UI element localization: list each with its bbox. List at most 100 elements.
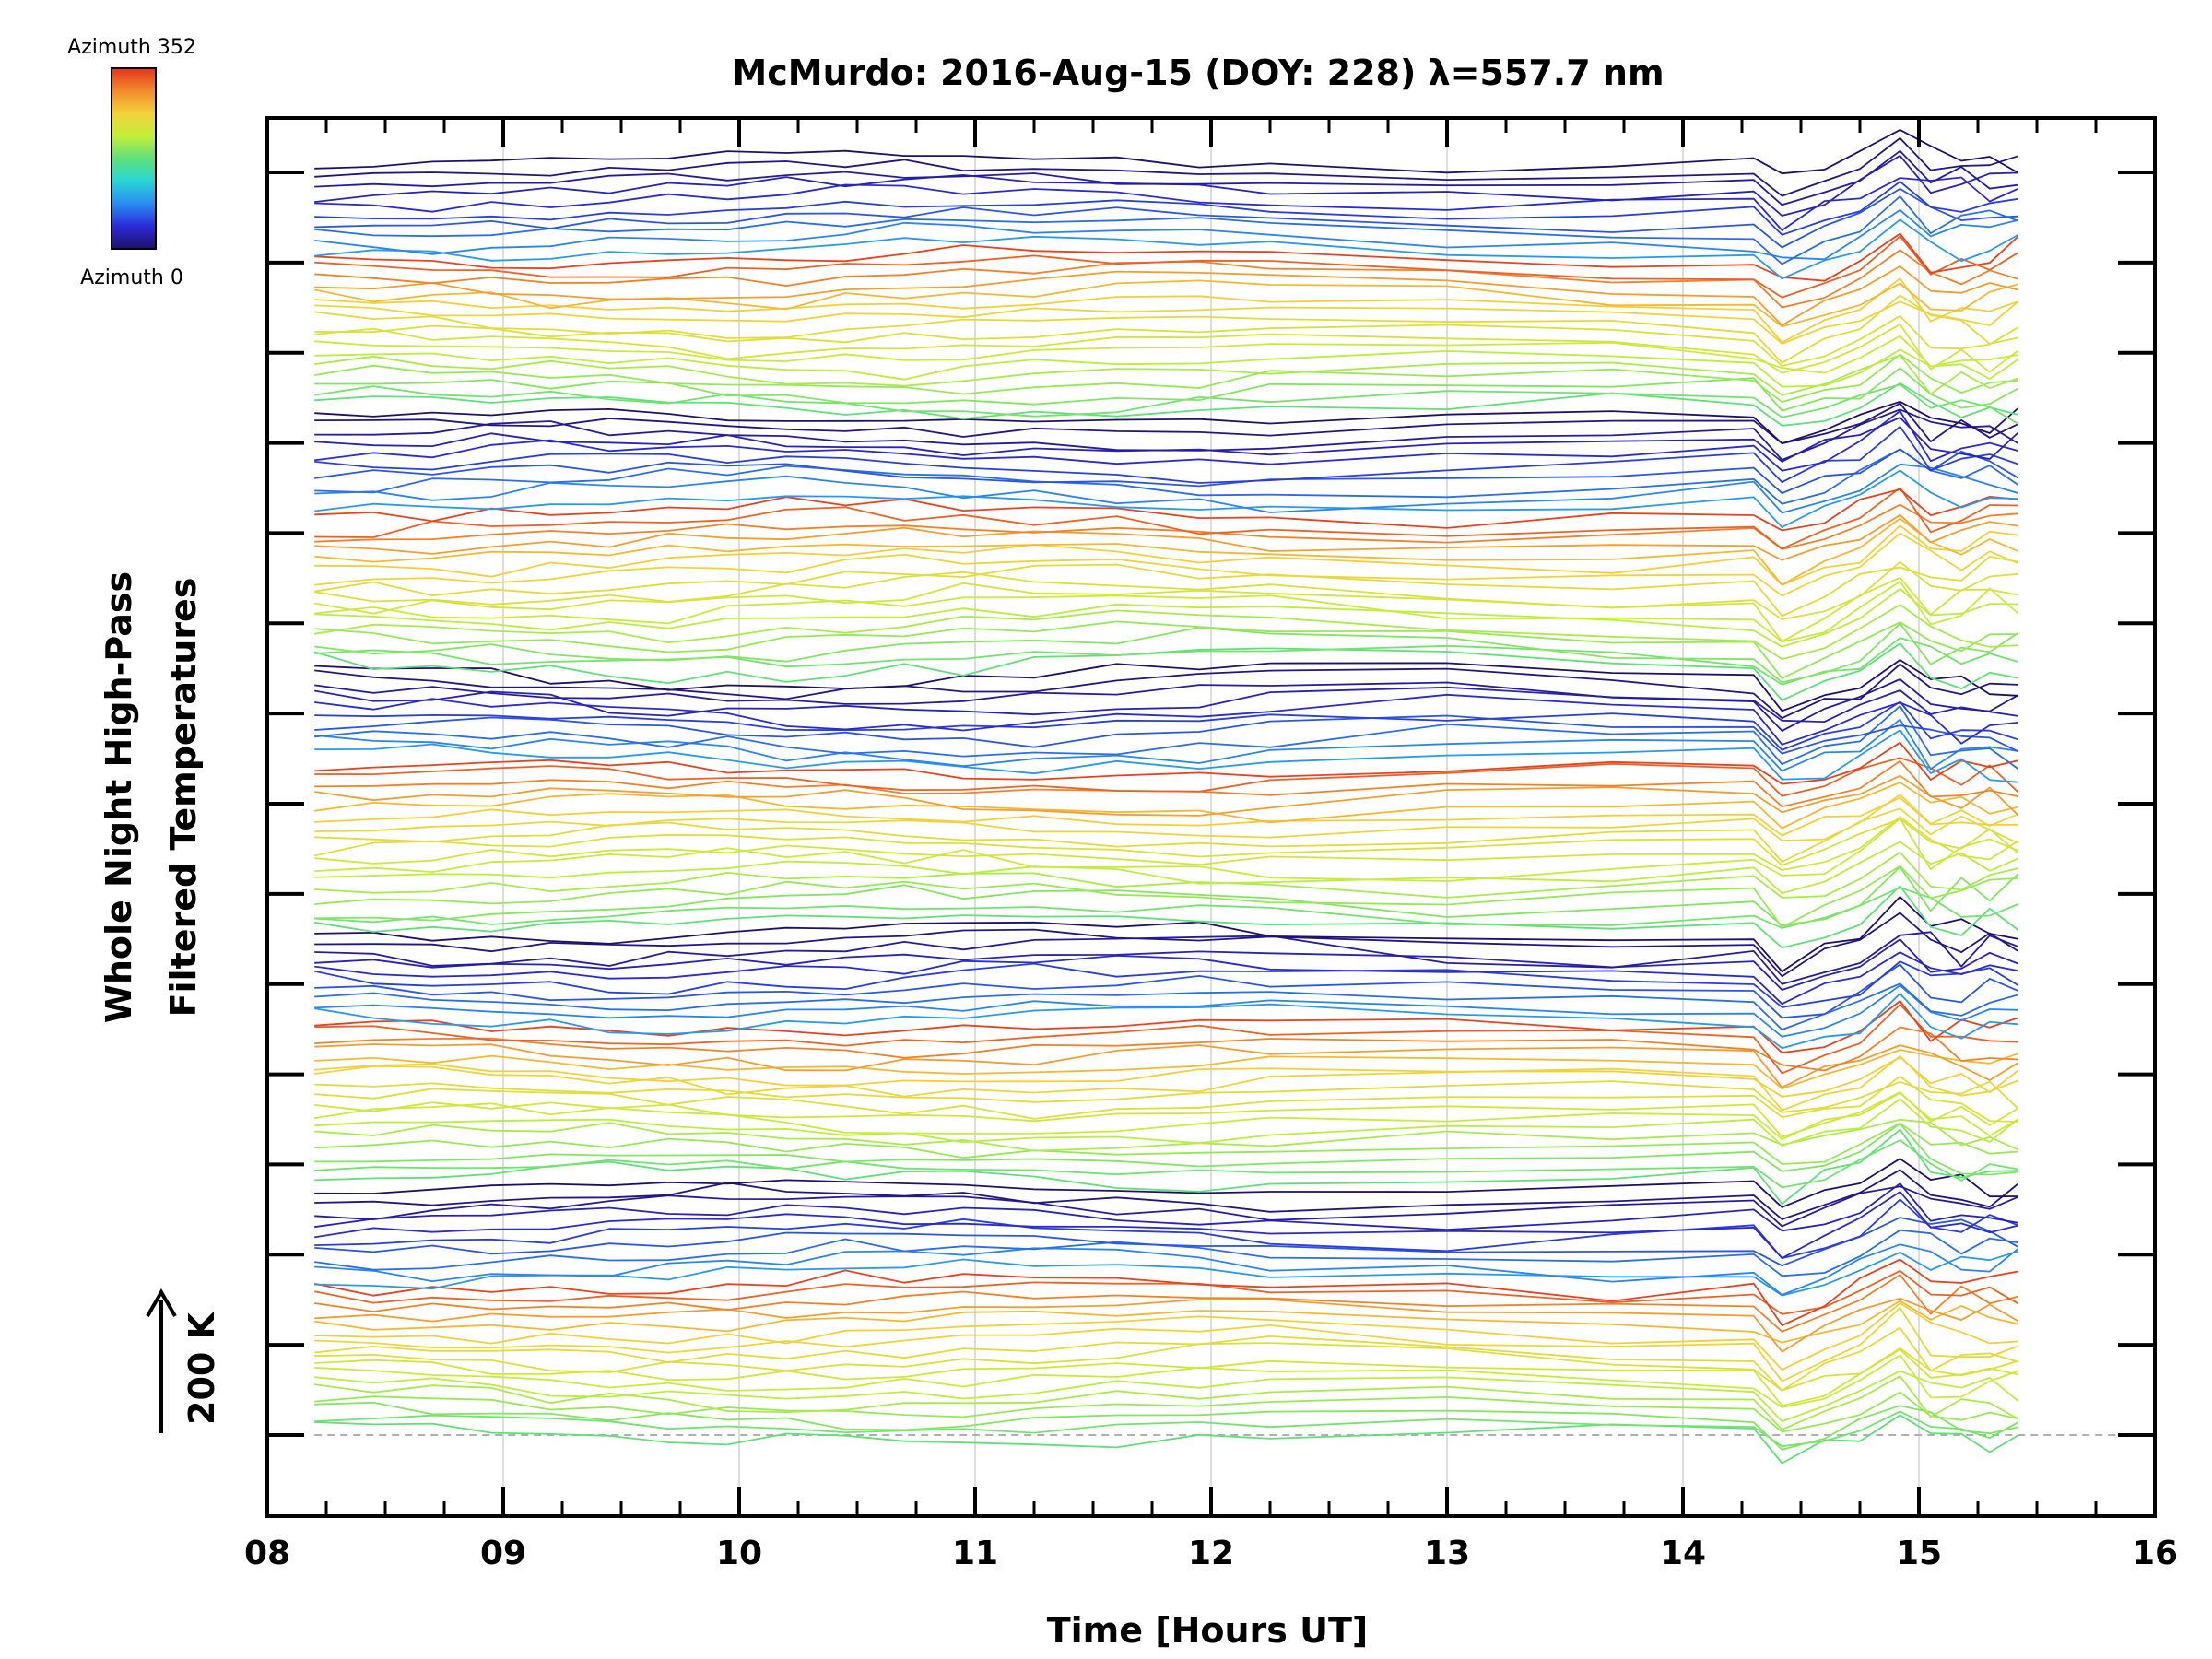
series-line <box>314 1092 2018 1141</box>
colorbar <box>111 67 157 250</box>
series-line <box>314 335 2018 374</box>
series-line <box>314 885 2019 949</box>
series-line <box>314 1258 2018 1326</box>
series-line <box>314 154 2018 217</box>
series-line <box>314 588 2018 648</box>
series-line <box>314 1056 2019 1098</box>
series-line <box>314 1370 2019 1422</box>
chart-title: McMurdo: 2016-Aug-15 (DOY: 228) λ=557.7 … <box>732 53 1664 93</box>
series-line <box>314 1269 2018 1315</box>
series-line <box>314 323 2019 374</box>
series-line <box>314 354 2018 396</box>
series-line <box>314 136 2018 197</box>
x-tick-label: 15 <box>1896 1535 1942 1572</box>
series-line <box>314 1182 2018 1232</box>
gridlines <box>502 118 1920 1516</box>
series-line <box>314 993 2018 1050</box>
series-line <box>314 1055 2018 1112</box>
scale-bar-label: 200 K <box>182 1311 222 1425</box>
series-line <box>314 218 2018 280</box>
series-line <box>314 693 2018 746</box>
series-line <box>314 757 2019 797</box>
series-line <box>314 1000 2018 1054</box>
x-tick-label: 11 <box>952 1535 998 1572</box>
series-line <box>314 176 2018 231</box>
series-line <box>314 729 2018 783</box>
series-line <box>314 1118 2018 1152</box>
series-line <box>314 604 2018 660</box>
series-line <box>314 382 2018 427</box>
series-line <box>314 1297 2018 1353</box>
series-line <box>314 1243 2019 1296</box>
series-line <box>314 469 2018 528</box>
series-line <box>314 408 2018 461</box>
series-line <box>314 348 2019 388</box>
series-line <box>314 663 2018 719</box>
series-line <box>314 818 2019 866</box>
series-line <box>314 818 2018 882</box>
series-line <box>314 532 2018 597</box>
series-line <box>314 581 2019 643</box>
x-tick-label: 16 <box>2132 1535 2178 1572</box>
y-axis-label-line2: Filtered Temperatures <box>163 578 204 1018</box>
series-line <box>314 620 2018 679</box>
series-line <box>314 841 2018 894</box>
x-tick-label: 13 <box>1424 1535 1470 1572</box>
series-line <box>314 487 2018 550</box>
x-tick-label: 08 <box>244 1535 290 1572</box>
series-line <box>314 852 2018 899</box>
series-line <box>314 807 2018 863</box>
series-line <box>314 353 2018 404</box>
series-line <box>314 556 2018 618</box>
series-line <box>314 181 2018 236</box>
series-line <box>314 960 2018 1008</box>
series-line <box>314 741 2018 785</box>
series-line <box>314 1354 2018 1408</box>
series-line <box>314 1169 2019 1220</box>
series-line <box>314 265 2018 326</box>
x-ticks: 08 09 10 11 12 13 14 15 16 <box>244 118 2178 1572</box>
x-tick-label: 12 <box>1188 1535 1234 1572</box>
series-line <box>314 517 2018 586</box>
series-line <box>314 314 2018 367</box>
series-line <box>314 1229 2018 1277</box>
series-line <box>314 1004 2018 1075</box>
series-line <box>314 686 2018 723</box>
series-line <box>314 794 2018 841</box>
series-line <box>314 1348 2018 1406</box>
series-line <box>314 367 2018 412</box>
series-line <box>314 816 2018 871</box>
series-line <box>314 294 2018 364</box>
series-line <box>314 1026 2018 1072</box>
series-line <box>314 400 2019 445</box>
series-line <box>314 796 2018 837</box>
series-line <box>314 149 2018 206</box>
series-line <box>314 984 2018 1038</box>
series-line <box>314 774 2019 817</box>
series-line <box>314 448 2019 505</box>
series-line <box>314 208 2018 261</box>
series-line <box>314 700 2018 751</box>
series-line <box>314 1122 2018 1165</box>
series-line <box>314 1414 2018 1465</box>
series-line <box>314 232 2019 282</box>
series-line <box>314 488 2018 532</box>
series-line <box>314 982 2018 1030</box>
series-line <box>314 1274 2018 1333</box>
series-line <box>314 1191 2018 1259</box>
series-line <box>314 277 2018 344</box>
series-line <box>314 503 2018 550</box>
series-line <box>314 402 2018 445</box>
series-line <box>314 951 2018 1006</box>
series-line <box>314 560 2018 620</box>
y-ticks <box>267 171 2155 1437</box>
series-line <box>314 249 2018 309</box>
series-line <box>314 448 2018 494</box>
colorbar-bottom-label: Azimuth 0 <box>80 266 183 289</box>
series-line <box>314 425 2018 484</box>
series-line <box>314 1401 2018 1451</box>
series-line <box>314 1300 2018 1344</box>
series-line <box>314 1091 2018 1138</box>
series-line <box>314 931 2018 985</box>
